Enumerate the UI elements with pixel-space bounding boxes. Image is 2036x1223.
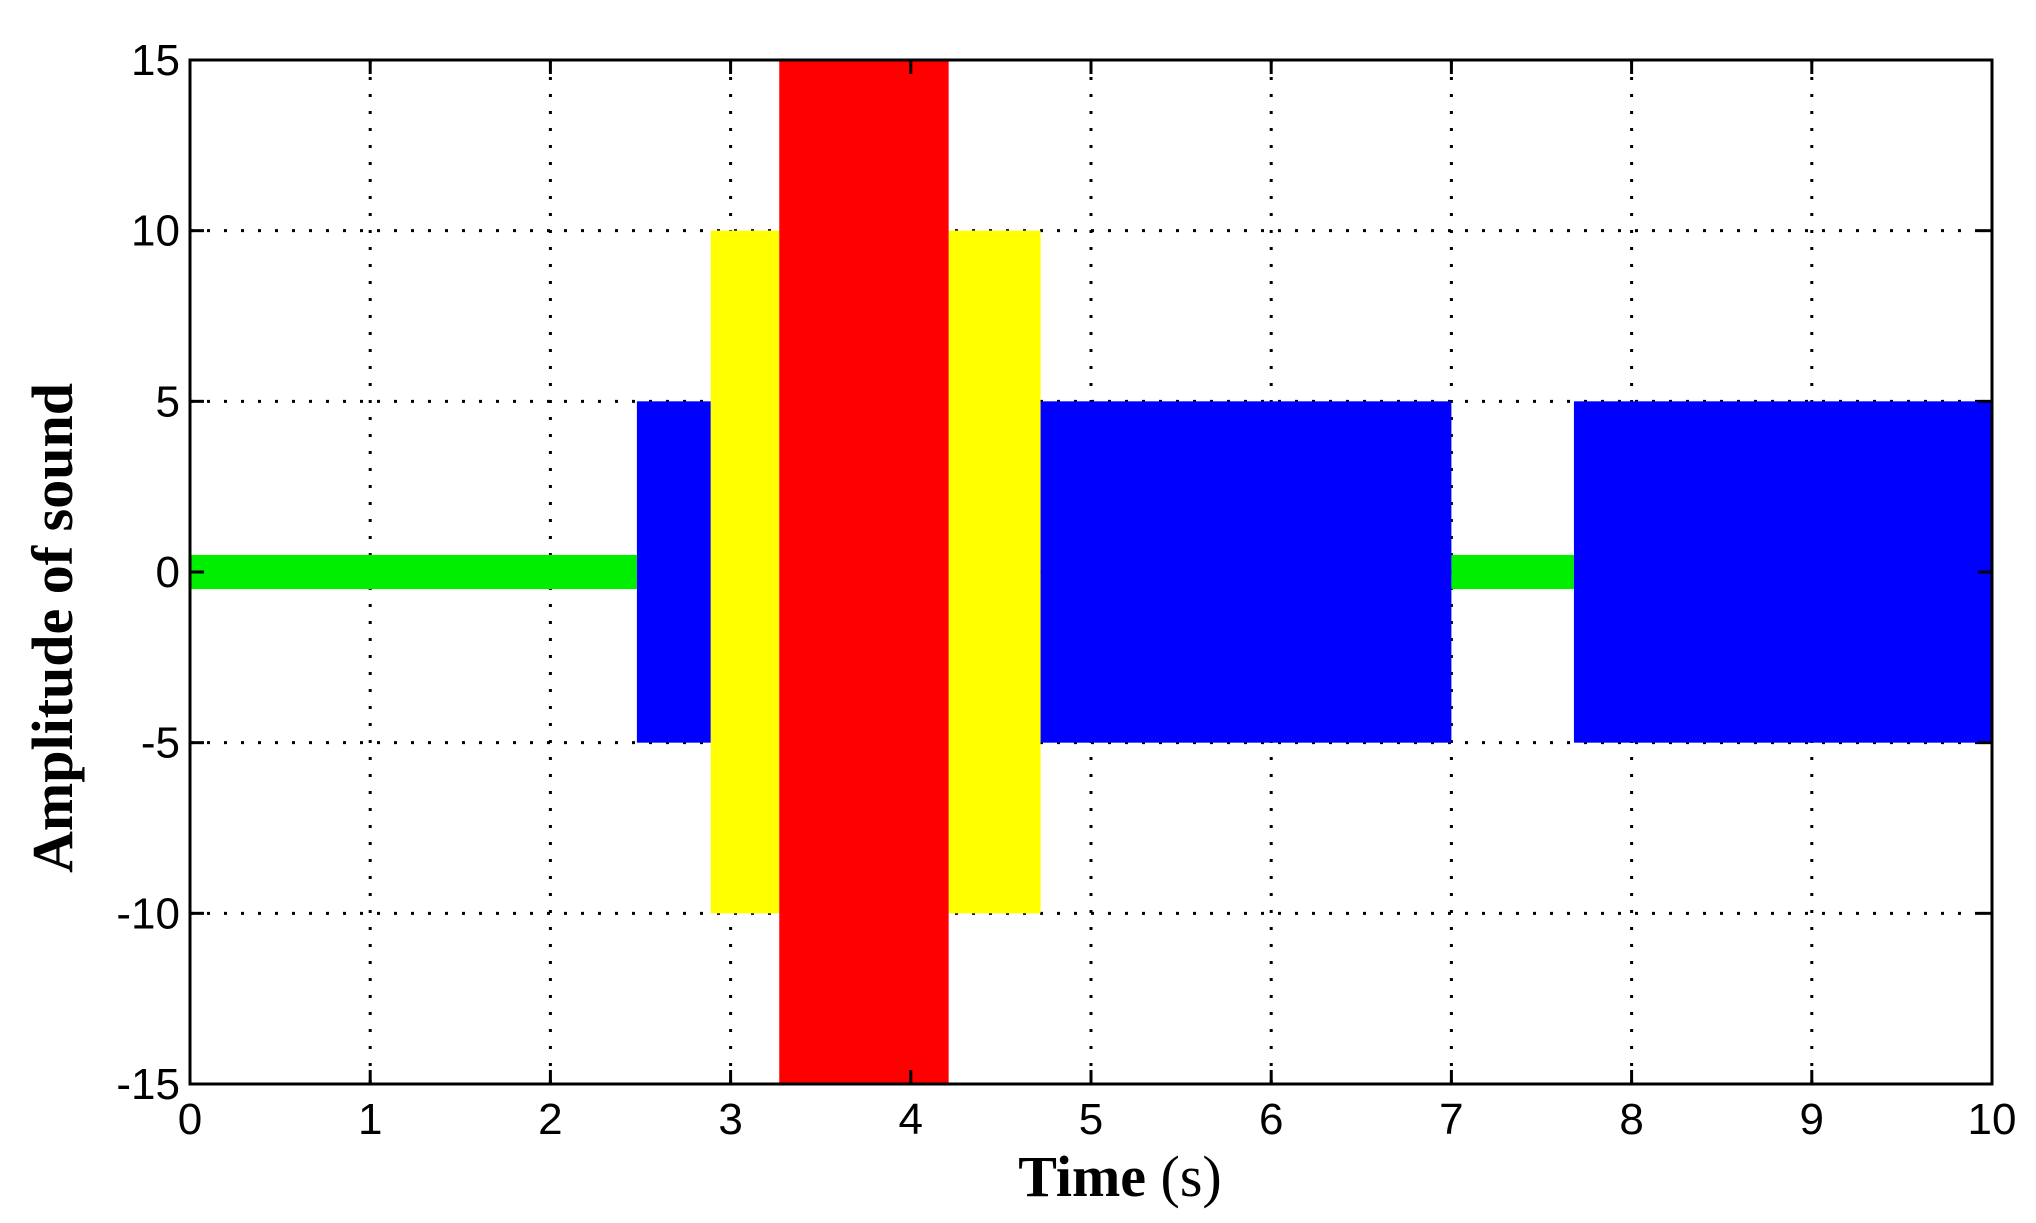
- x-tick-label: 4: [899, 1095, 923, 1144]
- x-tick-label: 3: [718, 1095, 742, 1144]
- x-tick-label: 1: [358, 1095, 382, 1144]
- x-tick-label: 5: [1079, 1095, 1103, 1144]
- y-tick-label: 10: [131, 207, 180, 256]
- amplitude-band-2-1: [948, 230, 1041, 914]
- axis-ticks: [188, 58, 1994, 1086]
- x-tick-label: 6: [1259, 1095, 1283, 1144]
- amplitude-band-1-2: [1573, 401, 1992, 743]
- x-tick-label: 8: [1619, 1095, 1643, 1144]
- amplitude-band-0-0: [190, 554, 637, 590]
- x-tick-label: 7: [1439, 1095, 1463, 1144]
- amplitude-band-2-0: [710, 230, 780, 914]
- x-tick-label: 0: [178, 1095, 202, 1144]
- x-tick-label: 9: [1800, 1095, 1824, 1144]
- y-tick-label: 0: [156, 548, 180, 597]
- y-tick-label: 15: [131, 36, 180, 85]
- y-tick-label: 5: [156, 377, 180, 426]
- amplitude-band-1-1: [1040, 401, 1452, 743]
- amplitude-band-3-0: [779, 60, 949, 1084]
- x-tick-label: 10: [1968, 1095, 2017, 1144]
- x-tick-labels: 0 1 2 3 4 5 6 7 8 9 10: [178, 1095, 2017, 1144]
- y-tick-label: -15: [116, 1060, 180, 1109]
- amplitude-band-0-1: [1451, 554, 1574, 590]
- x-axis-title: Time (s): [1018, 1144, 1222, 1209]
- y-axis-title: Amplitude of sound: [20, 383, 85, 873]
- y-tick-label: -5: [141, 719, 180, 768]
- y-tick-label: -10: [116, 889, 180, 938]
- x-tick-label: 2: [538, 1095, 562, 1144]
- amplitude-bands: [190, 60, 1992, 1084]
- y-tick-labels: -15 -10 -5 0 5 10 15: [116, 36, 180, 1109]
- amplitude-band-1-0: [636, 401, 711, 743]
